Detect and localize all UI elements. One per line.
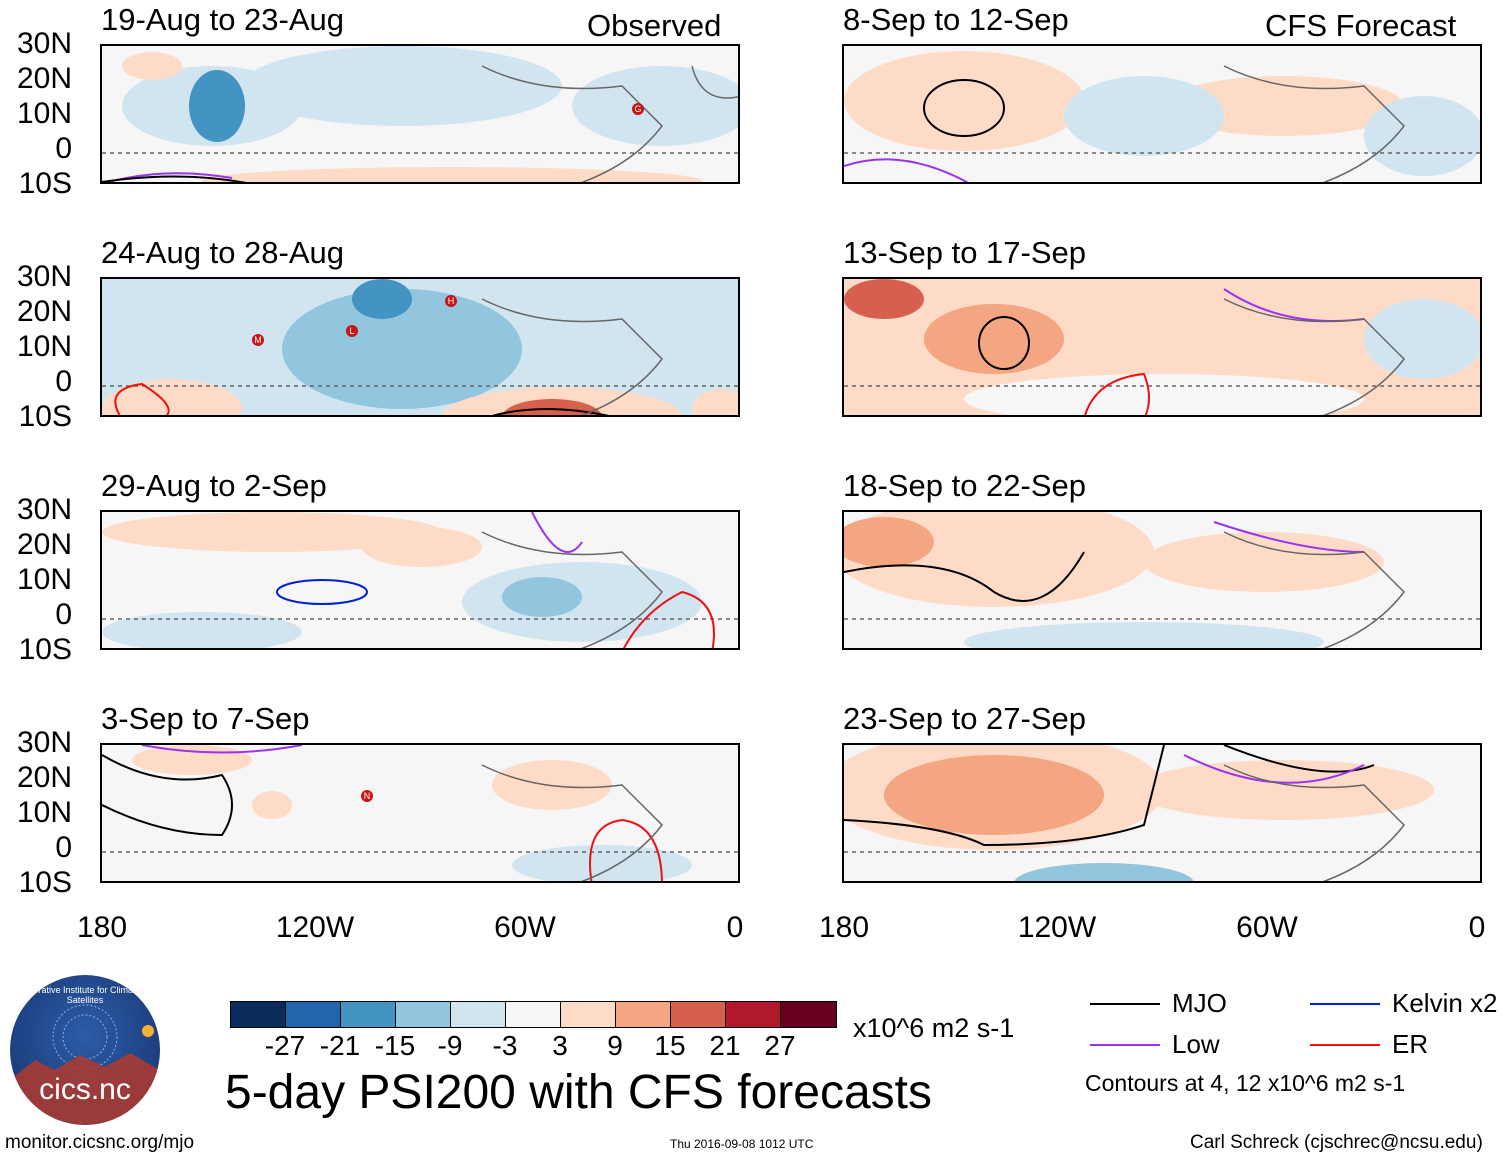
lon-label: 120W <box>275 911 355 944</box>
colorbar-swatch <box>231 1002 286 1027</box>
colorbar-label: 9 <box>607 1030 623 1061</box>
legend-label-low: Low <box>1172 1029 1220 1059</box>
panel-title: 23-Sep to 27-Sep <box>843 701 1087 736</box>
colorbar <box>230 1001 837 1028</box>
storm-icon: G <box>632 103 644 115</box>
psi-field <box>102 46 738 182</box>
lat-label: 10N <box>16 330 72 363</box>
storm-icon: L <box>346 325 358 337</box>
legend-label-mjo: MJO <box>1172 988 1227 1018</box>
lat-label: 30N <box>16 493 72 526</box>
lat-label: 0 <box>55 365 72 398</box>
logo-text: cics.nc <box>39 1073 131 1106</box>
colorbar-swatch <box>561 1002 616 1027</box>
map-panel: M L H <box>100 277 740 417</box>
lat-label: 20N <box>16 62 72 95</box>
cics-logo: Cooperative Institute for Climate and Sa… <box>10 975 160 1125</box>
map-panel <box>842 743 1482 883</box>
lat-label: 0 <box>55 831 72 864</box>
lat-label: 30N <box>16 726 72 759</box>
panel-title: 29-Aug to 2-Sep <box>101 468 327 503</box>
colorbar-label: 21 <box>709 1030 741 1061</box>
observed-label: Observed <box>587 8 722 43</box>
panel-title: 24-Aug to 28-Aug <box>101 235 345 270</box>
colorbar-units: x10^6 m2 s-1 <box>853 1013 1015 1043</box>
map-panel <box>842 277 1482 417</box>
storm-icon: N <box>361 790 373 802</box>
panel-title: 19-Aug to 23-Aug <box>101 2 345 37</box>
psi-field <box>844 512 1480 648</box>
colorbar-swatch <box>616 1002 671 1027</box>
colorbar-label: 15 <box>654 1030 686 1061</box>
colorbar-label: -9 <box>437 1030 463 1061</box>
panel-title: 13-Sep to 17-Sep <box>843 235 1087 270</box>
colorbar-label: -3 <box>492 1030 518 1061</box>
legend-label-kelvin: Kelvin x2 <box>1392 988 1498 1018</box>
lat-label: 0 <box>55 598 72 631</box>
lat-label: 20N <box>16 528 72 561</box>
lat-label: 30N <box>16 260 72 293</box>
colorbar-swatch <box>451 1002 506 1027</box>
lon-label: 120W <box>1017 911 1097 944</box>
colorbar-swatch <box>286 1002 341 1027</box>
map-panel: N <box>100 743 740 883</box>
psi-field <box>102 512 738 648</box>
colorbar-label: -21 <box>319 1030 361 1061</box>
panel-title: 3-Sep to 7-Sep <box>101 701 310 736</box>
lat-label: 20N <box>16 761 72 794</box>
colorbar-label: -15 <box>374 1030 416 1061</box>
lat-label: 30N <box>16 27 72 60</box>
legend-contour-note: Contours at 4, 12 x10^6 m2 s-1 <box>1085 1070 1406 1096</box>
lat-label: 20N <box>16 295 72 328</box>
lon-label: 180 <box>76 911 128 944</box>
colorbar-label: -27 <box>264 1030 306 1061</box>
lat-label: 10S <box>18 866 72 899</box>
footer-author: Carl Schreck (cjschrec@ncsu.edu) <box>1190 1132 1483 1153</box>
storm-icon: M <box>252 334 264 346</box>
colorbar-label: 27 <box>764 1030 796 1061</box>
colorbar-swatch <box>506 1002 561 1027</box>
lon-label: 0 <box>726 911 744 944</box>
legend-line-mjo <box>1090 1003 1160 1005</box>
panel-title: 18-Sep to 22-Sep <box>843 468 1087 503</box>
main-title: 5-day PSI200 with CFS forecasts <box>225 1066 932 1119</box>
psi-field <box>102 279 738 415</box>
panel-title: 8-Sep to 12-Sep <box>843 2 1069 37</box>
lon-label: 60W <box>494 911 556 944</box>
lat-label: 10S <box>18 633 72 666</box>
psi-field <box>844 745 1480 881</box>
colorbar-swatch <box>781 1002 836 1027</box>
psi-field <box>844 279 1480 415</box>
lat-label: 10S <box>18 167 72 200</box>
legend-line-er <box>1310 1044 1380 1046</box>
map-panel <box>100 510 740 650</box>
lat-label: 10N <box>16 97 72 130</box>
lon-label: 60W <box>1236 911 1298 944</box>
forecast-label: CFS Forecast <box>1265 8 1457 43</box>
lon-label: 180 <box>818 911 870 944</box>
lon-label: 0 <box>1468 911 1486 944</box>
map-panel <box>842 44 1482 184</box>
psi-field <box>844 51 1480 182</box>
legend-line-low <box>1090 1044 1160 1046</box>
colorbar-label: 3 <box>552 1030 568 1061</box>
footer-timestamp: Thu 2016-09-08 1012 UTC <box>670 1137 814 1151</box>
legend-line-kelvin <box>1310 1003 1380 1005</box>
legend-label-er: ER <box>1392 1029 1429 1059</box>
colorbar-swatch <box>396 1002 451 1027</box>
logo-ring-text: Cooperative Institute for Climate and Sa… <box>11 985 159 1005</box>
storm-icon: H <box>445 295 457 307</box>
lat-label: 0 <box>55 132 72 165</box>
colorbar-swatch <box>671 1002 726 1027</box>
map-panel: G <box>100 44 740 184</box>
lat-label: 10N <box>16 796 72 829</box>
psi-field <box>102 745 738 881</box>
colorbar-swatch <box>341 1002 396 1027</box>
footer-url: monitor.cicsnc.org/mjo <box>5 1132 195 1153</box>
lat-label: 10N <box>16 563 72 596</box>
colorbar-swatch <box>726 1002 781 1027</box>
lat-label: 10S <box>18 400 72 433</box>
map-panel <box>842 510 1482 650</box>
